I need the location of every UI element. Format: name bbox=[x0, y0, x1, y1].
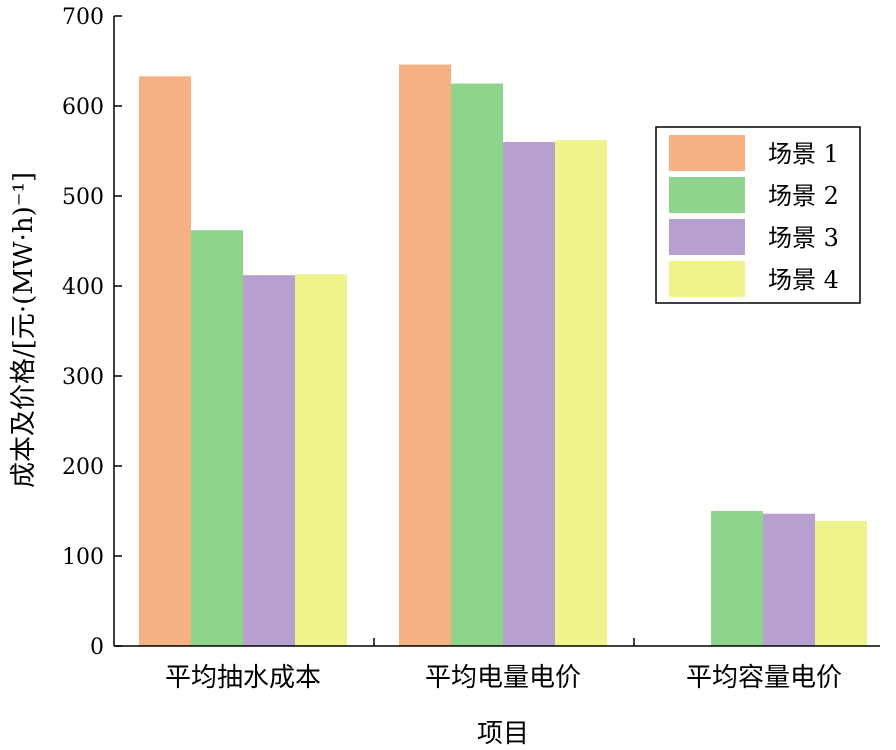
bar-series3-cat3 bbox=[763, 513, 815, 646]
bar-series2-cat3 bbox=[711, 511, 763, 646]
bar-series2-cat1 bbox=[191, 230, 243, 646]
y-tick-label: 500 bbox=[62, 185, 104, 210]
legend-swatch-3 bbox=[669, 219, 745, 255]
legend-swatch-4 bbox=[669, 261, 745, 297]
y-axis-title: 成本及价格/[元·(MW·h)⁻¹] bbox=[9, 172, 39, 488]
x-tick-label: 平均电量电价 bbox=[425, 663, 581, 693]
bar-series3-cat2 bbox=[503, 142, 555, 646]
x-tick-label: 平均容量电价 bbox=[686, 663, 842, 693]
legend-label-3: 场景 3 bbox=[768, 224, 839, 252]
x-tick-label: 平均抽水成本 bbox=[165, 663, 321, 693]
bar-series4-cat1 bbox=[295, 274, 347, 646]
y-tick-label: 0 bbox=[90, 635, 104, 660]
bar-series4-cat2 bbox=[555, 140, 607, 646]
y-tick-label: 700 bbox=[62, 5, 104, 30]
legend-swatch-2 bbox=[669, 177, 745, 213]
bar-series1-cat2 bbox=[399, 64, 451, 647]
legend-swatch-1 bbox=[669, 135, 745, 171]
bar-series1-cat1 bbox=[139, 76, 191, 647]
bar-series2-cat2 bbox=[451, 83, 503, 646]
legend: 场景 1 场景 2 场景 3 场景 4 bbox=[655, 126, 861, 304]
axes-layer: 0 100 200 300 400 500 600 700 平均抽水成本 平均电量电价 平均容量电价… bbox=[9, 5, 880, 749]
bar-series3-cat1 bbox=[243, 275, 295, 646]
legend-label-4: 场景 4 bbox=[768, 266, 839, 294]
y-tick-label: 200 bbox=[62, 455, 104, 480]
y-tick-label: 400 bbox=[62, 275, 104, 300]
legend-label-2: 场景 2 bbox=[768, 182, 839, 210]
bar-series4-cat3 bbox=[815, 520, 867, 646]
y-tick-label: 600 bbox=[62, 95, 104, 120]
x-axis-title: 项目 bbox=[477, 719, 529, 749]
y-tick-label: 300 bbox=[62, 365, 104, 390]
bars-layer bbox=[139, 64, 867, 647]
legend-label-1: 场景 1 bbox=[768, 140, 839, 168]
y-tick-label: 100 bbox=[62, 545, 104, 570]
